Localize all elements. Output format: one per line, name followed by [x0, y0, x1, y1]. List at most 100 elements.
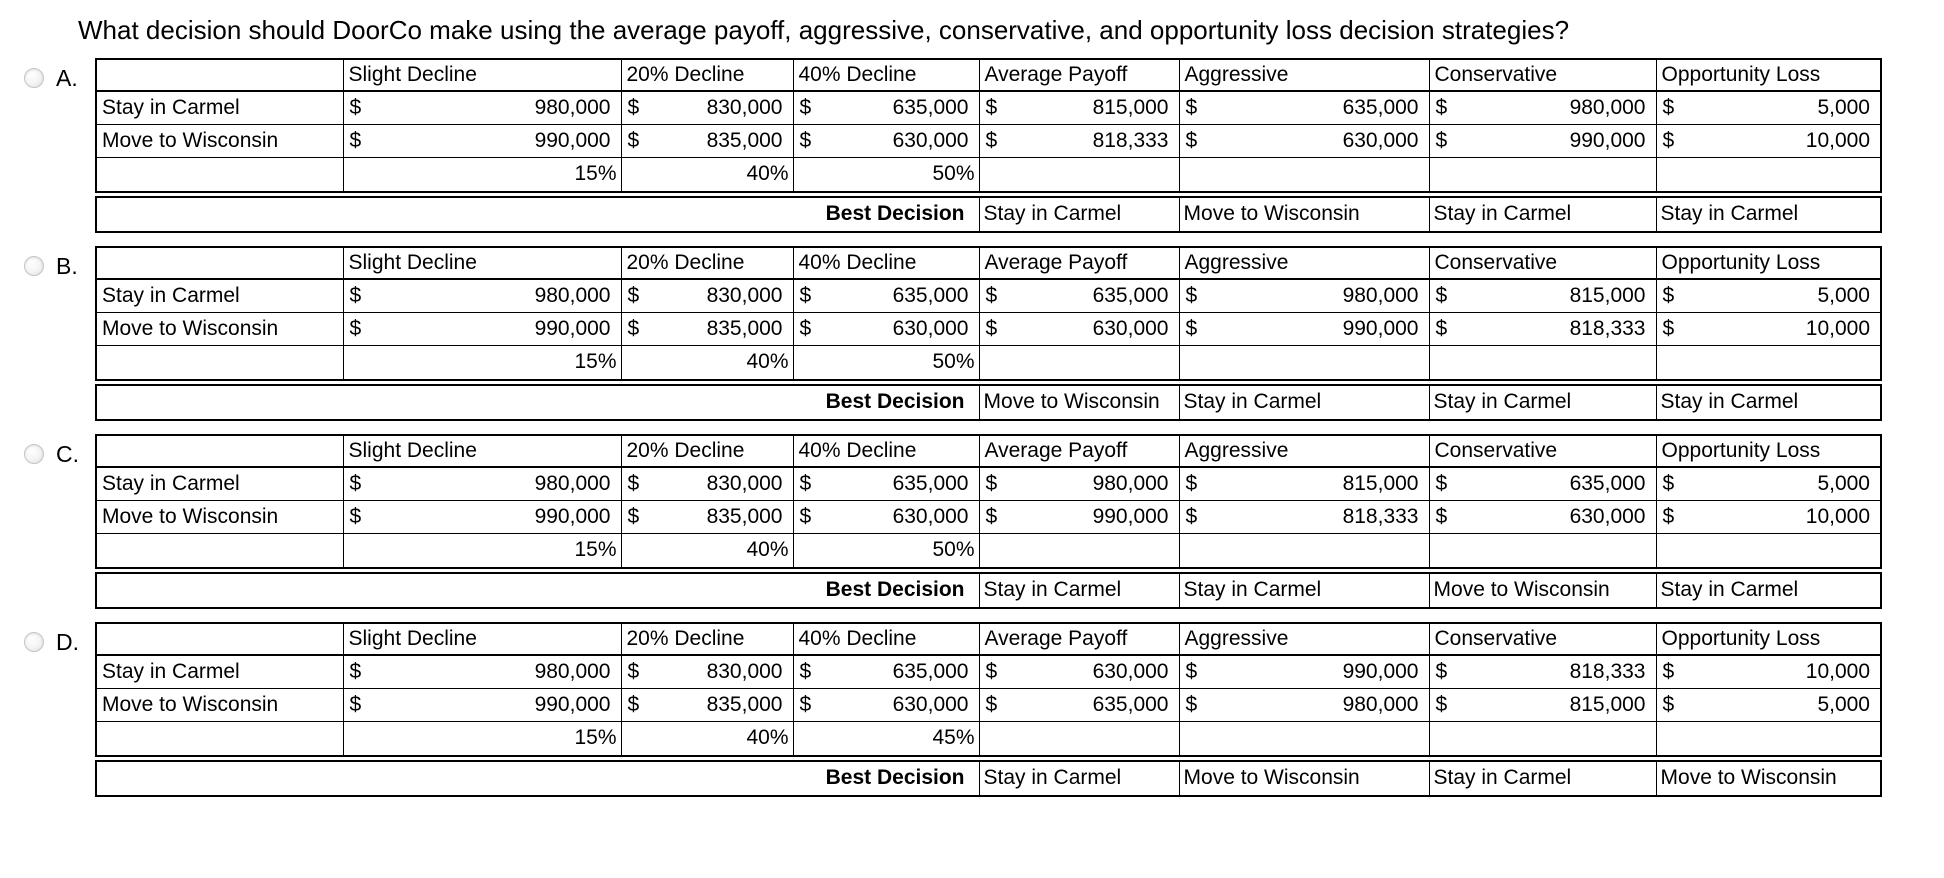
currency-symbol: $: [1435, 316, 1448, 340]
payoff-value: 990,000: [534, 692, 611, 716]
payoff-value: 10,000: [1805, 504, 1870, 528]
payoff-value: 630,000: [1569, 504, 1646, 528]
column-header: 40% Decline: [792, 58, 980, 92]
payoff-cell: $830,000: [620, 654, 794, 689]
best-decision-row: Best Decision Stay in Carmel Move to Wisco…: [95, 196, 1882, 233]
payoff-value: 630,000: [1342, 128, 1419, 152]
best-decision-value: Stay in Carmel: [978, 196, 1180, 233]
probability-cell: 40%: [620, 344, 794, 381]
payoff-value: 980,000: [534, 95, 611, 119]
radio-option-a[interactable]: [24, 68, 44, 89]
currency-symbol: $: [799, 95, 812, 119]
payoff-cell: $10,000: [1655, 123, 1882, 158]
currency-symbol: $: [349, 692, 362, 716]
column-header: 40% Decline: [792, 434, 980, 468]
payoff-cell: $815,000: [1178, 466, 1430, 501]
currency-symbol: $: [627, 283, 640, 307]
currency-symbol: $: [349, 471, 362, 495]
payoff-cell: $10,000: [1655, 654, 1882, 689]
payoff-cell: $635,000: [792, 466, 980, 501]
payoff-value: 630,000: [1092, 659, 1169, 683]
payoff-value: 835,000: [706, 316, 783, 340]
option-tables-c: Slight Decline 20% Decline 40% Decline Aver…: [95, 433, 1883, 609]
row-label: Move to Wisconsin: [95, 687, 344, 722]
payoff-cell: $818,333: [1428, 654, 1657, 689]
payoff-value: 815,000: [1092, 95, 1169, 119]
question-page: What decision should DoorCo make using t…: [0, 14, 1944, 797]
column-header: Opportunity Loss: [1655, 622, 1882, 656]
payoff-cell: $630,000: [978, 311, 1180, 346]
option-tables-d: Slight Decline 20% Decline 40% Decline Aver…: [95, 621, 1883, 797]
payoff-value: 990,000: [1569, 128, 1646, 152]
payoff-cell: $980,000: [342, 90, 622, 125]
best-decision-table-d: Best Decision Stay in Carmel Move to Wisco…: [95, 759, 1883, 797]
row-label: Move to Wisconsin: [95, 123, 344, 158]
empty-cell: [978, 344, 1180, 381]
currency-symbol: $: [985, 659, 998, 683]
payoff-cell: $635,000: [978, 278, 1180, 313]
empty-cell: [1178, 720, 1430, 757]
empty-cell: [1178, 532, 1430, 569]
corner-cell: [95, 434, 344, 468]
column-header: Slight Decline: [342, 622, 622, 656]
column-header: 20% Decline: [620, 622, 794, 656]
currency-symbol: $: [1435, 283, 1448, 307]
currency-symbol: $: [349, 95, 362, 119]
payoff-value: 815,000: [1569, 692, 1646, 716]
payoff-value: 990,000: [534, 128, 611, 152]
best-decision-value: Stay in Carmel: [1428, 760, 1657, 797]
payoff-cell: $818,333: [978, 123, 1180, 158]
radio-option-c[interactable]: [24, 444, 44, 465]
header-row: Slight Decline 20% Decline 40% Decline Aver…: [95, 622, 1882, 656]
payoff-value: 815,000: [1569, 283, 1646, 307]
currency-symbol: $: [1662, 471, 1675, 495]
empty-cell: [95, 156, 344, 193]
option-gutter: B.: [0, 246, 95, 280]
probability-row: 15% 40% 50%: [95, 532, 1882, 569]
row-label: Stay in Carmel: [95, 466, 344, 501]
empty-cell: [1428, 720, 1657, 757]
currency-symbol: $: [985, 316, 998, 340]
currency-symbol: $: [349, 504, 362, 528]
currency-symbol: $: [799, 659, 812, 683]
payoff-cell: $990,000: [342, 687, 622, 722]
probability-row: 15% 40% 50%: [95, 156, 1882, 193]
option-letter-b: B.: [56, 252, 78, 279]
best-decision-value: Move to Wisconsin: [978, 384, 1180, 421]
payoff-value: 635,000: [892, 471, 969, 495]
empty-cell: [1428, 344, 1657, 381]
empty-cell: [1655, 720, 1882, 757]
payoff-cell: $980,000: [342, 654, 622, 689]
probability-cell: 50%: [792, 156, 980, 193]
column-header: Average Payoff: [978, 58, 1180, 92]
best-decision-table-a: Best Decision Stay in Carmel Move to Wisco…: [95, 195, 1883, 233]
currency-symbol: $: [1185, 471, 1198, 495]
best-decision-value: Stay in Carmel: [978, 760, 1180, 797]
best-decision-label: Best Decision: [95, 760, 980, 797]
empty-cell: [1655, 156, 1882, 193]
payoff-cell: $980,000: [1178, 687, 1430, 722]
payoff-table-a: Slight Decline 20% Decline 40% Decline Aver…: [95, 57, 1882, 193]
currency-symbol: $: [1185, 128, 1198, 152]
radio-option-d[interactable]: [24, 632, 44, 653]
radio-option-b[interactable]: [24, 256, 44, 277]
payoff-value: 835,000: [706, 692, 783, 716]
currency-symbol: $: [985, 95, 998, 119]
empty-cell: [1178, 156, 1430, 193]
currency-symbol: $: [1662, 283, 1675, 307]
currency-symbol: $: [1185, 283, 1198, 307]
option-d: D. Slight Decline 20% Decline 40% Decline Av…: [0, 621, 1944, 797]
row-label: Move to Wisconsin: [95, 499, 344, 534]
payoff-value: 980,000: [534, 659, 611, 683]
currency-symbol: $: [1435, 128, 1448, 152]
currency-symbol: $: [1662, 504, 1675, 528]
empty-cell: [95, 344, 344, 381]
currency-symbol: $: [985, 283, 998, 307]
payoff-value: 10,000: [1805, 128, 1870, 152]
payoff-cell: $990,000: [978, 499, 1180, 534]
currency-symbol: $: [1185, 316, 1198, 340]
header-row: Slight Decline 20% Decline 40% Decline Aver…: [95, 434, 1882, 468]
payoff-cell: $980,000: [342, 466, 622, 501]
payoff-cell: $5,000: [1655, 90, 1882, 125]
empty-cell: [978, 156, 1180, 193]
